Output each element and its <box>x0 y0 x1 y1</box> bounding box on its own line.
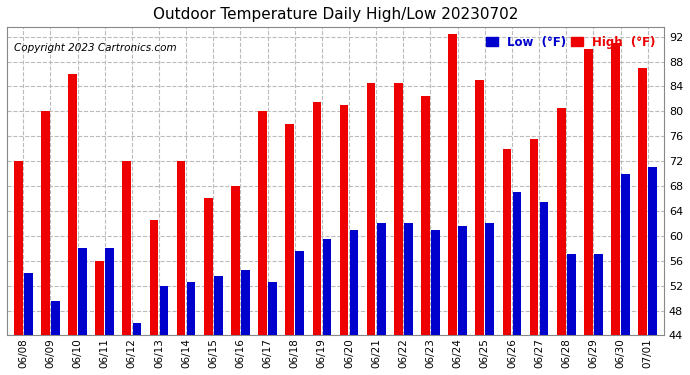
Bar <box>258 111 267 335</box>
Bar <box>204 198 213 335</box>
Bar <box>214 276 223 335</box>
Bar <box>567 255 575 335</box>
Bar <box>241 270 250 335</box>
Bar <box>486 224 494 335</box>
Bar <box>132 323 141 335</box>
Bar <box>350 230 358 335</box>
Bar <box>649 167 657 335</box>
Bar <box>322 239 331 335</box>
Bar <box>584 49 593 335</box>
Bar <box>24 273 32 335</box>
Bar <box>286 124 294 335</box>
Bar <box>638 68 647 335</box>
Bar <box>187 282 195 335</box>
Bar <box>14 161 23 335</box>
Bar <box>621 174 630 335</box>
Bar <box>530 140 538 335</box>
Bar <box>475 80 484 335</box>
Bar <box>51 301 60 335</box>
Bar <box>177 161 186 335</box>
Bar <box>513 192 521 335</box>
Bar <box>68 74 77 335</box>
Bar <box>611 43 620 335</box>
Bar <box>41 111 50 335</box>
Bar <box>231 186 239 335</box>
Bar <box>122 161 131 335</box>
Bar <box>431 230 440 335</box>
Bar <box>150 220 158 335</box>
Bar <box>313 102 321 335</box>
Bar <box>295 251 304 335</box>
Bar <box>502 148 511 335</box>
Title: Outdoor Temperature Daily High/Low 20230702: Outdoor Temperature Daily High/Low 20230… <box>152 7 518 22</box>
Text: Copyright 2023 Cartronics.com: Copyright 2023 Cartronics.com <box>14 43 176 52</box>
Bar <box>78 248 87 335</box>
Bar <box>367 83 375 335</box>
Bar <box>106 248 114 335</box>
Bar <box>557 108 566 335</box>
Bar <box>268 282 277 335</box>
Bar <box>594 255 603 335</box>
Legend: Low  (°F), High  (°F): Low (°F), High (°F) <box>484 33 658 51</box>
Bar <box>95 261 104 335</box>
Bar <box>448 33 457 335</box>
Bar <box>159 286 168 335</box>
Bar <box>377 224 386 335</box>
Bar <box>394 83 403 335</box>
Bar <box>421 96 430 335</box>
Bar <box>540 202 549 335</box>
Bar <box>339 105 348 335</box>
Bar <box>458 226 467 335</box>
Bar <box>404 224 413 335</box>
